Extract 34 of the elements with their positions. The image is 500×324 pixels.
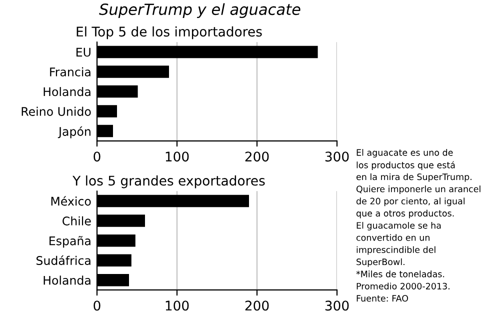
chart-title: SuperTrump y el aguacate — [99, 3, 300, 18]
y-tick-label: México — [51, 196, 91, 206]
text: que a otros productos. — [356, 210, 454, 218]
x-tick-label: 300 — [325, 300, 349, 311]
x-tick-label: 0 — [94, 300, 100, 311]
text: SuperBowl. — [356, 258, 404, 267]
chart-title: Y los 5 grandes exportadores — [72, 175, 265, 188]
y-tick-label: Japón — [58, 126, 90, 138]
x-tick-label: 300 — [325, 152, 349, 162]
text: Quiere imponerle un arancel — [356, 185, 480, 194]
y-tick-label: EU — [76, 48, 90, 57]
text: *Miles de toneladas. — [356, 270, 444, 278]
y-tick-label: Sudáfrica — [36, 255, 90, 265]
x-tick-label: 200 — [245, 300, 269, 311]
x-tick-label: 200 — [245, 152, 269, 162]
y-tick-label: Reino Unido — [22, 106, 91, 116]
y-tick-label: Holanda — [44, 87, 90, 96]
y-tick-label: Chile — [62, 216, 91, 226]
y-tick-label: Francia — [50, 67, 90, 76]
text: de 20 por ciento, al igual — [356, 198, 465, 206]
text: Promedio 2000-2013. — [356, 282, 450, 290]
text: imprescindible del — [356, 246, 436, 255]
x-tick-label: 100 — [166, 152, 189, 162]
chart-subtitle: El Top 5 de los importadores — [76, 26, 262, 40]
source-note: Fuente: FAO — [356, 294, 408, 302]
text: los productos que está — [356, 161, 455, 170]
text: El guacamole se ha — [356, 222, 441, 230]
y-tick-label: España — [50, 236, 90, 248]
text: El aguacate es uno de — [356, 149, 453, 158]
text: convertido en un — [356, 234, 430, 241]
x-tick-label: 0 — [94, 152, 100, 162]
x-tick-label: 100 — [166, 300, 189, 311]
y-tick-label: Holanda — [44, 276, 90, 285]
text: en la mira de SuperTrump. — [356, 173, 472, 182]
